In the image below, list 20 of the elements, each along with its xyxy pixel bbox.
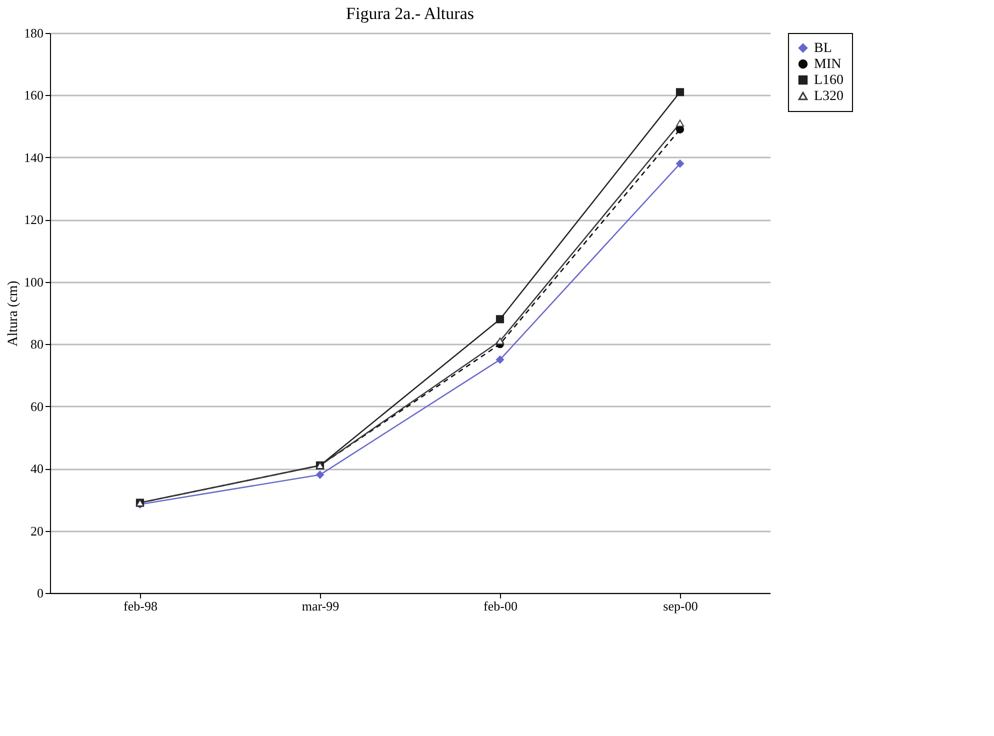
y-tick-label: 0 <box>37 586 44 600</box>
y-tick-label: 160 <box>24 88 44 103</box>
y-tick-label: 140 <box>24 150 44 165</box>
y-tick-label: 60 <box>30 398 44 414</box>
x-tick-label: mar-99 <box>302 598 340 614</box>
chart-title: Figura 2a.- Alturas <box>346 4 474 23</box>
x-tick-label: sep-00 <box>663 598 698 614</box>
legend-label: BL <box>814 41 832 56</box>
y-axis-title: Altura (cm) <box>6 280 21 346</box>
y-tick-label: 120 <box>24 212 44 228</box>
legend-label: MIN <box>814 57 842 72</box>
legend-label: L320 <box>814 89 844 104</box>
legend-label: L160 <box>814 73 844 88</box>
y-tick-label: 40 <box>30 461 44 476</box>
y-tick-label: 100 <box>24 274 44 290</box>
x-tick-label: feb-00 <box>484 598 518 614</box>
x-tick-label: feb-98 <box>124 598 158 614</box>
y-tick-label: 80 <box>30 336 44 352</box>
y-tick-label: 20 <box>30 523 44 538</box>
y-tick-label: 180 <box>24 26 44 40</box>
